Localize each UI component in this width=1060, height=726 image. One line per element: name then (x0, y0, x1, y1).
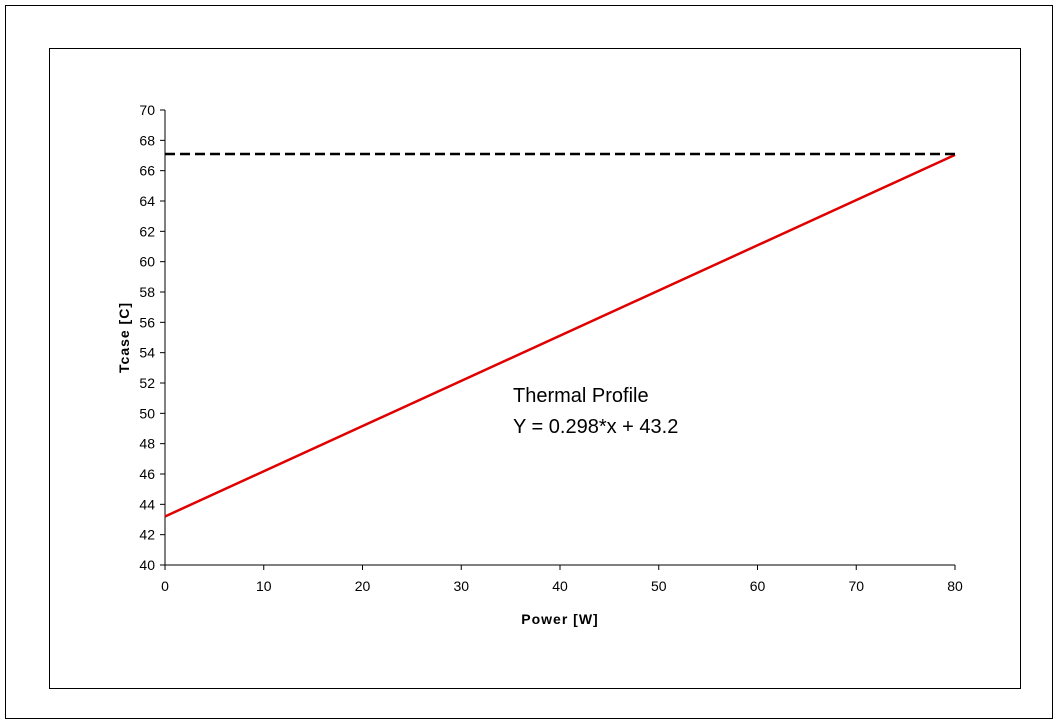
annotation-equation: Y = 0.298*x + 43.2 (513, 416, 678, 438)
thermal-profile-line (164, 153, 956, 518)
x-tick-label: 80 (947, 578, 963, 594)
x-tick-label: 40 (552, 578, 568, 594)
y-tick-label: 58 (139, 284, 155, 300)
y-tick-label: 48 (139, 436, 155, 452)
y-tick-label: 44 (139, 496, 155, 512)
x-tick-label: 0 (161, 578, 169, 594)
y-tick-label: 46 (139, 466, 155, 482)
y-tick-label: 66 (139, 163, 155, 179)
y-tick-label: 64 (139, 193, 155, 209)
y-tick-label: 56 (139, 314, 155, 330)
series-layer (164, 152, 956, 518)
y-tick-label: 60 (139, 254, 155, 270)
x-tick-label: 30 (453, 578, 469, 594)
y-tick-label: 42 (139, 527, 155, 543)
x-tick-label: 50 (651, 578, 667, 594)
y-tick-label: 54 (139, 345, 155, 361)
y-tick-label: 70 (139, 102, 155, 118)
y-tick-label: 50 (139, 405, 155, 421)
chart-frame (49, 48, 1021, 689)
x-axis-title: Power [W] (521, 611, 598, 627)
x-tick-label: 10 (256, 578, 272, 594)
tick-layer: 40 42 44 46 48 50 52 54 56 58 60 62 64 66 68 70 0 10 20 30 4… (139, 102, 963, 594)
x-tick-label: 70 (848, 578, 864, 594)
axes (160, 109, 956, 570)
y-tick-label: 52 (139, 375, 155, 391)
y-tick-label: 40 (139, 557, 155, 573)
outer-frame (5, 5, 1053, 719)
y-tick-label: 62 (139, 223, 155, 239)
x-tick-label: 20 (355, 578, 371, 594)
annotation-title: Thermal Profile (513, 385, 649, 407)
x-tick-label: 60 (750, 578, 766, 594)
y-tick-label: 68 (139, 132, 155, 148)
y-axis-title: Tcase [C] (116, 302, 132, 373)
